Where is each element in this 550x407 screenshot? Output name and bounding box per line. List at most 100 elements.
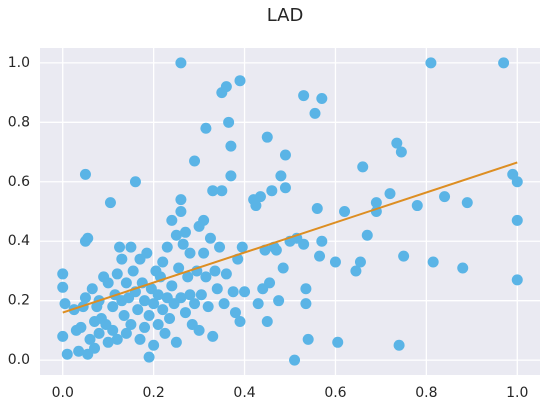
y-tick-label: 0.0 bbox=[8, 352, 30, 368]
point bbox=[111, 268, 123, 280]
point bbox=[329, 256, 341, 268]
point bbox=[116, 253, 128, 265]
point bbox=[225, 170, 237, 182]
point bbox=[239, 286, 251, 298]
point bbox=[370, 197, 382, 209]
point bbox=[102, 336, 114, 348]
point bbox=[148, 298, 160, 310]
point bbox=[84, 333, 96, 345]
point bbox=[143, 351, 155, 363]
point bbox=[200, 271, 212, 283]
point bbox=[384, 188, 396, 200]
regression-line bbox=[62, 161, 518, 314]
point bbox=[102, 277, 114, 289]
point bbox=[354, 256, 366, 268]
y-tick-label: 1.0 bbox=[8, 55, 30, 71]
point bbox=[57, 268, 69, 280]
point bbox=[511, 274, 523, 286]
point bbox=[193, 324, 205, 336]
point bbox=[339, 206, 351, 217]
point bbox=[114, 241, 126, 253]
point bbox=[270, 244, 282, 256]
chart-title: LAD bbox=[267, 5, 304, 26]
point bbox=[125, 318, 137, 330]
point bbox=[302, 333, 314, 345]
y-tick-label: 0.6 bbox=[8, 174, 30, 190]
point bbox=[107, 301, 119, 313]
x-tick-label: 0.4 bbox=[233, 385, 255, 401]
point bbox=[236, 241, 248, 253]
point bbox=[189, 155, 201, 167]
point bbox=[395, 146, 407, 158]
point bbox=[427, 256, 439, 268]
point bbox=[195, 289, 207, 301]
point bbox=[82, 232, 94, 244]
point bbox=[139, 295, 151, 307]
point bbox=[275, 170, 287, 182]
point bbox=[175, 206, 187, 217]
point bbox=[216, 185, 228, 197]
y-tick-label: 0.8 bbox=[8, 114, 30, 130]
point bbox=[120, 277, 132, 289]
point bbox=[316, 93, 328, 105]
point bbox=[234, 315, 246, 327]
point bbox=[229, 307, 241, 319]
point bbox=[425, 57, 437, 69]
point bbox=[211, 283, 223, 295]
point bbox=[273, 295, 285, 307]
point bbox=[289, 354, 301, 366]
point bbox=[170, 336, 182, 348]
point bbox=[152, 289, 164, 301]
point bbox=[57, 330, 69, 342]
point bbox=[184, 247, 196, 259]
point bbox=[218, 298, 230, 310]
point bbox=[184, 289, 196, 301]
point bbox=[214, 241, 226, 253]
point bbox=[177, 238, 189, 250]
point bbox=[261, 315, 273, 327]
point bbox=[125, 241, 137, 253]
point bbox=[266, 185, 278, 197]
point bbox=[207, 185, 219, 197]
point bbox=[511, 176, 523, 188]
point bbox=[261, 131, 273, 143]
point bbox=[104, 197, 116, 209]
point bbox=[309, 107, 321, 119]
point bbox=[134, 333, 146, 345]
point bbox=[107, 324, 119, 336]
y-tick-label: 0.4 bbox=[8, 233, 30, 249]
point bbox=[179, 226, 191, 238]
point bbox=[198, 247, 210, 259]
point bbox=[166, 214, 178, 226]
point bbox=[157, 256, 169, 268]
point bbox=[86, 283, 98, 295]
point bbox=[93, 327, 105, 339]
point bbox=[254, 191, 266, 203]
point bbox=[132, 304, 144, 316]
x-tick-label: 1.0 bbox=[506, 385, 528, 401]
point bbox=[398, 250, 410, 262]
point bbox=[279, 149, 291, 161]
point bbox=[200, 122, 212, 134]
point bbox=[148, 339, 160, 351]
point bbox=[161, 241, 173, 253]
point bbox=[498, 57, 510, 69]
point bbox=[250, 200, 262, 212]
point bbox=[227, 286, 239, 298]
point bbox=[57, 281, 69, 293]
point bbox=[234, 75, 246, 87]
x-tick-label: 0.2 bbox=[143, 385, 165, 401]
point bbox=[252, 298, 264, 310]
point bbox=[393, 339, 405, 351]
point bbox=[79, 292, 91, 304]
point bbox=[220, 268, 232, 280]
point bbox=[277, 262, 289, 274]
point bbox=[300, 298, 312, 310]
point bbox=[111, 333, 123, 345]
point bbox=[173, 262, 185, 274]
point bbox=[457, 262, 469, 274]
point bbox=[357, 161, 369, 173]
point bbox=[89, 342, 101, 354]
point bbox=[75, 321, 87, 333]
